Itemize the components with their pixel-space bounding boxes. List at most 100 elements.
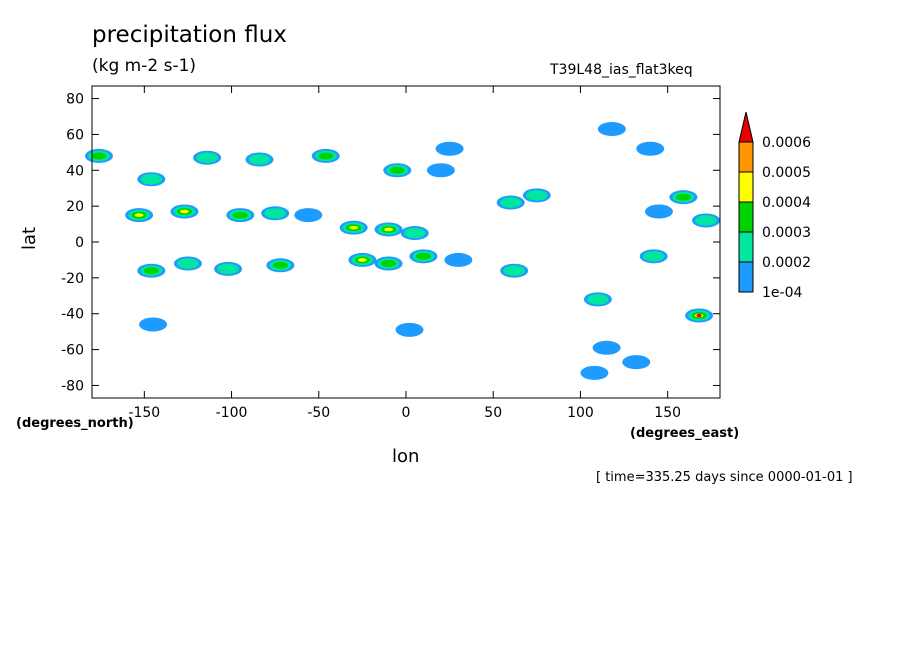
contour-level-1 — [395, 322, 424, 337]
colorbar-extend-triangle — [738, 111, 754, 143]
contour-level-3 — [91, 152, 107, 160]
rain-cell — [622, 355, 651, 370]
y-axis-units: (degrees_north) — [16, 416, 134, 431]
contour-level-2 — [526, 190, 548, 201]
rain-cell — [374, 222, 403, 237]
run-name: T39L48_ias_flat3keq — [550, 62, 693, 78]
contour-level-3 — [415, 252, 432, 260]
x-tick-label: -150 — [128, 405, 160, 421]
rain-cell — [444, 252, 473, 267]
contour-level-1 — [426, 163, 455, 178]
rain-cell — [374, 256, 403, 271]
contour-level-1 — [597, 122, 626, 137]
contour-level-2 — [503, 265, 525, 276]
contour-level-1 — [294, 208, 323, 223]
contour-level-3 — [272, 261, 288, 269]
colorbar-label: 0.0004 — [762, 195, 811, 211]
x-tick-label: -50 — [307, 405, 330, 421]
colorbar-segment — [738, 201, 754, 233]
contour-level-2 — [140, 174, 163, 185]
contour-level-1 — [592, 340, 621, 355]
rain-cell — [597, 122, 626, 137]
contour-level-2 — [217, 263, 239, 275]
rain-cell — [139, 317, 168, 332]
contour-level-2 — [177, 258, 199, 269]
rain-cell — [580, 365, 609, 380]
rain-cell — [339, 220, 368, 235]
contour-level-4 — [384, 227, 393, 232]
rain-cell — [173, 256, 202, 271]
x-axis-label: lon — [392, 446, 420, 467]
rain-cell — [84, 148, 113, 163]
contour-level-2 — [499, 197, 522, 208]
contour-level-4 — [349, 225, 359, 230]
x-tick-label: 150 — [654, 405, 681, 421]
x-tick-label: 50 — [484, 405, 502, 421]
rain-cell — [639, 249, 668, 264]
contour-level-4 — [357, 258, 367, 262]
rain-cell — [592, 340, 621, 355]
rain-cell — [214, 261, 243, 276]
rain-cell — [137, 263, 166, 278]
contour-level-1 — [444, 252, 473, 267]
rain-cell — [311, 148, 340, 163]
contour-level-2 — [264, 208, 286, 219]
contour-level-3 — [675, 193, 691, 201]
contour-level-1 — [139, 317, 168, 332]
rain-cell — [226, 208, 255, 223]
colorbar-segment — [738, 231, 754, 263]
y-tick-label: -60 — [61, 343, 84, 359]
contour-level-3 — [389, 166, 405, 174]
colorbar: 1e-04 0.0002 0.0003 0.0004 0.0005 0.0006 — [738, 111, 811, 301]
contour-level-6 — [696, 313, 702, 318]
colorbar-label: 1e-04 — [762, 285, 802, 301]
y-tick-label: 80 — [66, 92, 84, 108]
contour-layer — [84, 122, 721, 380]
contour-level-3 — [143, 267, 159, 275]
chart-title: precipitation flux — [92, 22, 287, 48]
contour-level-2 — [695, 215, 717, 226]
x-tick-label: 0 — [402, 405, 411, 421]
time-stamp: [ time=335.25 days since 0000-01-01 ] — [596, 470, 853, 485]
rain-cell — [294, 208, 323, 223]
rain-cell — [636, 141, 665, 156]
rain-cell — [395, 322, 424, 337]
rain-cell — [435, 141, 464, 156]
y-tick-label: 60 — [66, 127, 84, 143]
rain-cell — [426, 163, 455, 178]
x-tick-label: 100 — [567, 405, 594, 421]
colorbar-segment — [738, 171, 754, 203]
y-tick-label: 20 — [66, 199, 84, 215]
x-axis-units: (degrees_east) — [630, 426, 740, 441]
axis-ticks: -150 -100 -50 0 50 100 150 -80 -60 -40 -20 0 20 40 60 8… — [61, 86, 720, 421]
rain-cell — [583, 292, 612, 307]
rain-cell — [261, 206, 290, 221]
colorbar-segment — [738, 261, 754, 293]
rain-cell — [500, 263, 529, 278]
y-tick-label: -80 — [61, 378, 84, 394]
plot-frame — [91, 85, 721, 399]
rain-cell — [266, 258, 295, 273]
rain-cell — [669, 190, 698, 205]
contour-level-1 — [580, 365, 609, 380]
rain-cell — [193, 150, 222, 165]
rain-cell — [692, 213, 721, 228]
rain-cell — [125, 208, 154, 223]
chart-units: (kg m-2 s-1) — [92, 56, 197, 76]
contour-level-2 — [642, 251, 665, 262]
rain-cell — [348, 252, 377, 267]
colorbar-label: 0.0003 — [762, 225, 811, 241]
rain-cell — [383, 163, 412, 178]
rain-cell — [400, 226, 429, 241]
x-tick-label: -100 — [216, 405, 248, 421]
colorbar-segment — [738, 141, 754, 173]
colorbar-label: 0.0006 — [762, 135, 811, 151]
y-tick-label: -40 — [61, 307, 84, 323]
colorbar-label: 0.0002 — [762, 255, 811, 271]
contour-level-3 — [318, 152, 334, 160]
rain-cell — [170, 204, 199, 219]
rain-cell — [409, 249, 438, 264]
contour-level-3 — [232, 211, 248, 219]
rain-cell — [685, 308, 714, 323]
y-tick-label: -20 — [61, 271, 84, 287]
